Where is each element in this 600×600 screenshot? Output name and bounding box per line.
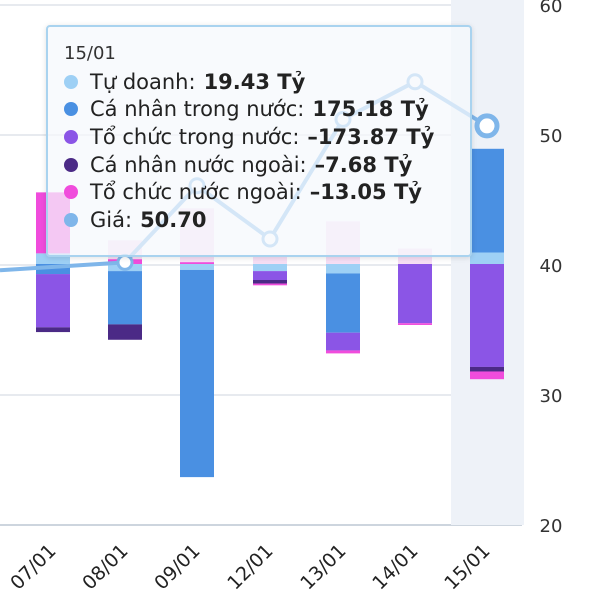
y-tick-label: 50	[540, 126, 563, 147]
legend-dot-icon	[64, 212, 78, 227]
tooltip-value: 19.43 Tỷ	[203, 69, 306, 94]
bar-segment[interactable]	[326, 273, 360, 333]
bar-segment[interactable]	[180, 262, 214, 264]
bar-segment[interactable]	[398, 264, 432, 324]
bar-segment[interactable]	[470, 148, 504, 253]
x-tick-label: 15/01	[440, 540, 494, 594]
bar-segment[interactable]	[253, 271, 287, 280]
legend-dot-icon	[64, 129, 78, 144]
bar-segment[interactable]	[326, 332, 360, 351]
x-tick-label: 09/01	[150, 540, 204, 594]
x-axis: 07/01 08/01 09/01 12/01 13/01 14/01 15/01	[6, 540, 494, 594]
bar-segment[interactable]	[36, 274, 70, 328]
tooltip-label: Giá:	[90, 207, 133, 232]
legend-dot-icon	[64, 102, 78, 117]
price-point[interactable]	[116, 253, 134, 271]
ghost-bar	[253, 255, 287, 264]
legend-dot-icon	[64, 185, 78, 200]
tooltip-label: Tự doanh:	[90, 69, 196, 94]
tooltip-row: Cá nhân trong nước: 175.18 Tỷ	[64, 96, 456, 124]
bar-segment[interactable]	[470, 252, 504, 264]
tooltip-value: 175.18 Tỷ	[312, 97, 429, 122]
bar-segment[interactable]	[253, 264, 287, 272]
tooltip-row: Tổ chức trong nước: –173.87 Tỷ	[64, 123, 456, 151]
y-tick-label: 60	[540, 0, 563, 17]
tooltip-row: Cá nhân nước ngoài: –7.68 Tỷ	[64, 151, 456, 179]
tooltip-label: Cá nhân nước ngoài:	[90, 152, 307, 177]
stacked-bars[interactable]	[36, 148, 504, 478]
x-tick-label: 07/01	[6, 540, 60, 594]
bar-segment[interactable]	[36, 264, 70, 275]
bar-segment[interactable]	[180, 264, 214, 270]
bar-segment[interactable]	[326, 264, 360, 274]
x-tick-label: 13/01	[296, 540, 350, 594]
legend-dot-icon	[64, 74, 78, 89]
y-tick-label: 40	[540, 256, 563, 277]
tooltip-rows: Tự doanh: 19.43 Tỷ Cá nhân trong nước: 175.…	[64, 68, 456, 234]
bar-segment[interactable]	[470, 371, 504, 380]
tooltip: 15/01 Tự doanh: 19.43 Tỷ Cá nhân trong nướ…	[46, 25, 472, 257]
y-tick-label: 20	[540, 516, 563, 537]
tooltip-value: 50.70	[140, 207, 207, 232]
tooltip-row: Giá: 50.70	[64, 206, 456, 234]
bar-segment[interactable]	[253, 279, 287, 284]
price-point[interactable]	[474, 113, 500, 139]
tooltip-value: –7.68 Tỷ	[314, 152, 413, 177]
y-axis-right: 20 30 40 50 60	[540, 0, 563, 537]
tooltip-label: Tổ chức nước ngoài:	[90, 180, 302, 205]
x-tick-label: 12/01	[223, 540, 277, 594]
tooltip-label: Tổ chức trong nước:	[90, 124, 300, 149]
tooltip-row: Tự doanh: 19.43 Tỷ	[64, 68, 456, 96]
bar-segment[interactable]	[36, 327, 70, 333]
x-tick-label: 08/01	[78, 540, 132, 594]
bar-segment[interactable]	[108, 324, 142, 340]
x-tick-label: 14/01	[368, 540, 422, 594]
tooltip-value: –173.87 Tỷ	[307, 124, 435, 149]
bar-segment[interactable]	[470, 366, 504, 372]
y-tick-label: 30	[540, 386, 563, 407]
tooltip-date: 15/01	[64, 43, 116, 64]
bar-segment[interactable]	[36, 253, 70, 264]
legend-dot-icon	[64, 157, 78, 172]
bar-segment[interactable]	[108, 271, 142, 325]
bar-segment[interactable]	[253, 283, 287, 286]
bar-segment[interactable]	[180, 269, 214, 478]
tooltip-value: –13.05 Tỷ	[309, 180, 422, 205]
bar-segment[interactable]	[470, 264, 504, 367]
bar-segment[interactable]	[326, 350, 360, 354]
bar-segment[interactable]	[398, 323, 432, 325]
tooltip-label: Cá nhân trong nước:	[90, 97, 305, 122]
tooltip-row: Tổ chức nước ngoài: –13.05 Tỷ	[64, 178, 456, 206]
